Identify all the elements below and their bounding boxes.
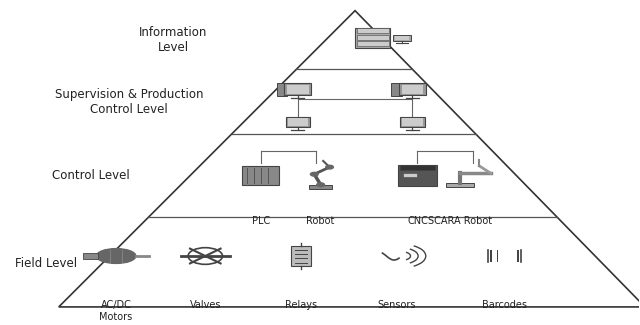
FancyBboxPatch shape (401, 85, 423, 94)
FancyBboxPatch shape (357, 28, 388, 33)
Circle shape (326, 165, 333, 169)
FancyBboxPatch shape (399, 84, 426, 95)
Text: Control Level: Control Level (52, 169, 129, 182)
Polygon shape (59, 11, 640, 307)
Text: Field Level: Field Level (15, 257, 77, 270)
FancyBboxPatch shape (490, 250, 492, 262)
FancyBboxPatch shape (276, 83, 287, 96)
Text: Robot: Robot (307, 215, 335, 226)
Ellipse shape (97, 249, 136, 264)
Text: Barcodes: Barcodes (483, 300, 527, 310)
FancyBboxPatch shape (287, 118, 308, 126)
Text: PLC: PLC (252, 215, 270, 226)
Text: Information
Level: Information Level (140, 26, 207, 54)
FancyBboxPatch shape (397, 165, 437, 186)
FancyBboxPatch shape (400, 165, 435, 170)
FancyBboxPatch shape (402, 118, 422, 126)
FancyBboxPatch shape (83, 253, 98, 259)
Text: Sensors: Sensors (377, 300, 416, 310)
FancyBboxPatch shape (446, 183, 474, 188)
FancyBboxPatch shape (355, 28, 390, 48)
FancyBboxPatch shape (291, 246, 311, 266)
Text: SCARA Robot: SCARA Robot (428, 215, 492, 226)
FancyBboxPatch shape (243, 166, 279, 185)
FancyBboxPatch shape (395, 36, 409, 40)
Text: CNC: CNC (407, 215, 428, 226)
Text: Relays: Relays (285, 300, 317, 310)
Circle shape (317, 183, 324, 187)
FancyBboxPatch shape (357, 34, 388, 40)
FancyBboxPatch shape (497, 250, 499, 262)
FancyBboxPatch shape (284, 84, 311, 95)
FancyBboxPatch shape (400, 117, 424, 127)
Text: Valves: Valves (189, 300, 221, 310)
FancyBboxPatch shape (403, 173, 417, 177)
FancyBboxPatch shape (287, 85, 308, 94)
FancyBboxPatch shape (309, 185, 332, 189)
FancyBboxPatch shape (393, 35, 411, 41)
Circle shape (310, 172, 318, 176)
FancyBboxPatch shape (357, 41, 388, 46)
FancyBboxPatch shape (392, 83, 401, 96)
Text: Supervision & Production
Control Level: Supervision & Production Control Level (54, 88, 203, 116)
Text: AC/DC
Motors: AC/DC Motors (99, 300, 132, 322)
FancyBboxPatch shape (285, 117, 310, 127)
FancyBboxPatch shape (517, 250, 519, 262)
